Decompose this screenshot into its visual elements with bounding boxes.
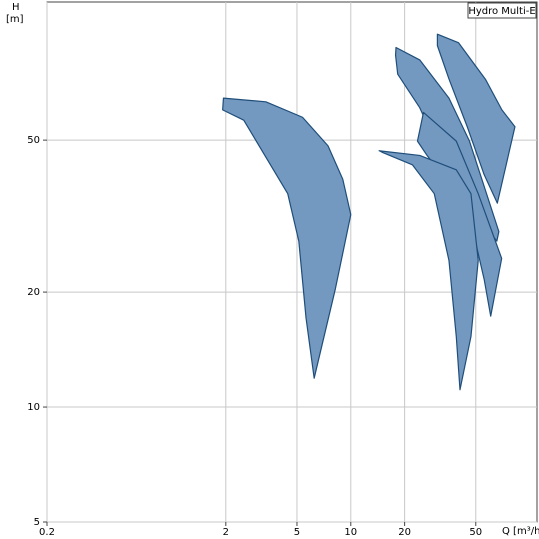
y-tick-label: 5 <box>34 517 40 528</box>
x-tick-label: 20 <box>398 527 411 538</box>
x-axis-label: Q [m³/h] <box>502 526 539 537</box>
x-tick-label: 5 <box>294 527 300 538</box>
y-tick-label: 20 <box>27 287 40 298</box>
x-tick-label: 10 <box>344 527 357 538</box>
region <box>378 150 479 391</box>
x-tick-label: 2 <box>223 527 229 538</box>
y-tick-label: 10 <box>27 402 40 413</box>
title-box <box>467 2 537 19</box>
y-axis-unit: [m] <box>6 14 24 25</box>
x-tick-label: 50 <box>469 527 482 538</box>
chart-title: Hydro Multi-E <box>468 6 535 17</box>
y-tick-label: 50 <box>27 135 40 146</box>
region <box>222 97 352 379</box>
region <box>436 33 516 204</box>
x-tick-label: 0.2 <box>39 527 55 538</box>
y-axis-label: H <box>12 2 20 13</box>
